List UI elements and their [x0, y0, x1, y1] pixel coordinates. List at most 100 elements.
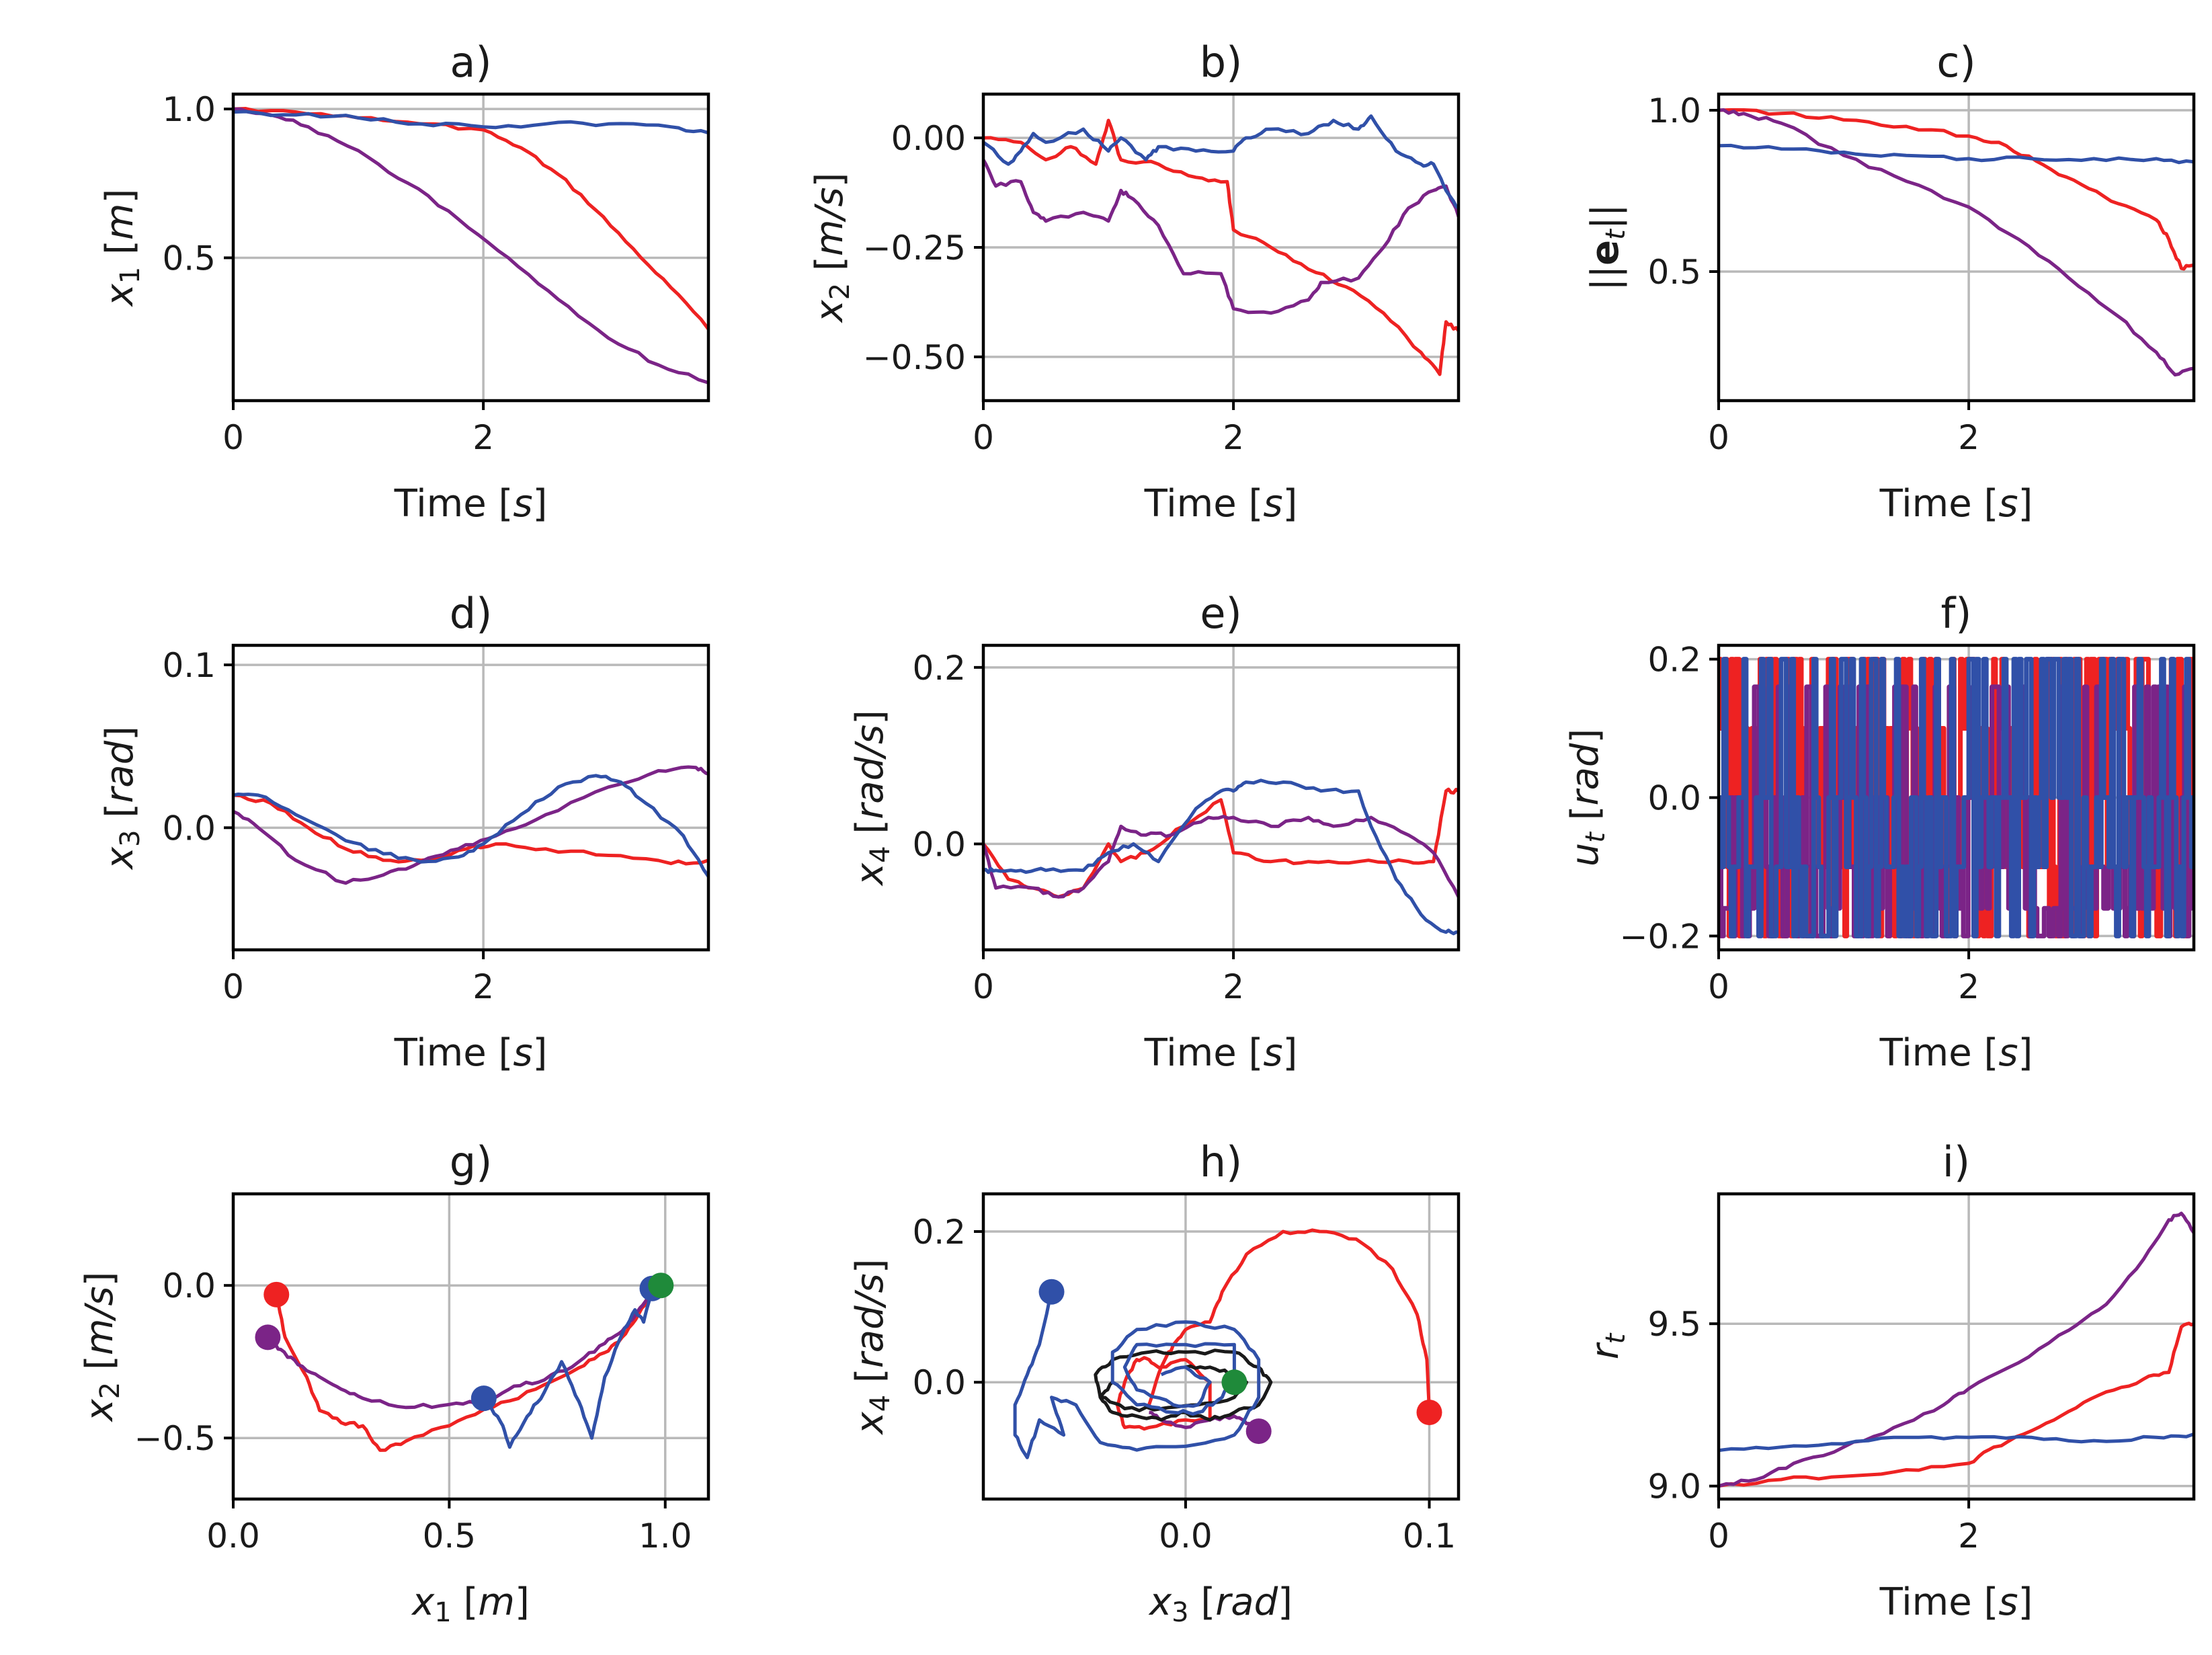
series-line-blue: [983, 114, 1459, 210]
y-tick-label: 0.0: [912, 825, 966, 864]
series-line-red: [233, 793, 708, 866]
plot-area: [1719, 657, 2194, 938]
plot-area: [1719, 108, 2194, 377]
axes-frame: [1717, 1192, 2196, 1501]
series-line-red: [1719, 1322, 2194, 1488]
y-axis-label: x4 [rad/s]: [848, 1258, 896, 1435]
y-tick-label: 0.2: [912, 1213, 966, 1252]
marker-purple: [255, 1324, 281, 1350]
panel-title: i): [1942, 1137, 1970, 1186]
x-tick-label: 2: [1958, 1517, 1979, 1556]
x-tick-label: 0: [1708, 418, 1729, 457]
series-line-red: [983, 118, 1459, 376]
y-tick-label: 0.0: [912, 1363, 966, 1402]
x-tick-label: 1.0: [639, 1517, 692, 1556]
series-line-purple: [1719, 1211, 2194, 1488]
panel-title: c): [1936, 38, 1975, 87]
marker-green: [1221, 1369, 1247, 1396]
x-tick-label: 0: [222, 967, 244, 1006]
plot-area: [233, 765, 708, 885]
series-line-red: [233, 107, 708, 331]
y-tick-label: −0.5: [134, 1419, 216, 1458]
x-tick-label: 0.1: [1403, 1517, 1457, 1556]
series-line-blue: [233, 110, 708, 135]
x-tick-label: 2: [1958, 967, 1979, 1006]
x-tick-label: 0: [222, 418, 244, 457]
panel-title: h): [1200, 1137, 1242, 1186]
y-axis-label: x1 [m]: [98, 189, 146, 308]
panel-e: 0 2 0.2 0.0 e) Time [s] x4 [rad/s]: [848, 589, 1461, 1075]
marker-purple: [1245, 1418, 1272, 1445]
axes-frame: [1717, 92, 2196, 403]
panel-c: 0 2 1.0 0.5 c) Time [s] ||et||: [1584, 38, 2196, 526]
y-axis-label: x4 [rad/s]: [848, 710, 896, 887]
series-line-purple: [1719, 108, 2194, 377]
axes-frame: [981, 643, 1461, 952]
series-line-purple: [233, 107, 708, 385]
y-tick-label: 9.0: [1647, 1467, 1701, 1506]
y-tick-label: 0.0: [1647, 779, 1701, 818]
panel-title: e): [1200, 589, 1241, 638]
x-tick-label: 0: [1708, 1517, 1729, 1556]
y-tick-label: 1.0: [162, 90, 216, 129]
panel-b: 0 2 0.00 −0.25 −0.50 b) Time [s] x2 [m/s]: [808, 38, 1461, 526]
y-tick-label: −0.25: [863, 229, 966, 268]
series-line-blue: [1719, 143, 2194, 165]
y-tick-label: −0.2: [1620, 917, 1701, 956]
plot-area: [983, 114, 1459, 376]
series-line-purple: [983, 159, 1459, 315]
series-line-blue: [983, 778, 1459, 936]
x-tick-label: 0: [973, 967, 994, 1006]
axes-frame: [231, 1192, 710, 1501]
y-axis-label: rt: [1584, 1332, 1631, 1359]
y-axis-label: x3 [rad]: [98, 726, 146, 871]
panel-h: 0.0 0.1 0.2 0.0 h) x3 [rad] x4 [rad/s]: [848, 1137, 1461, 1628]
x-axis-label: Time [s]: [1879, 1580, 2033, 1624]
axes-frame: [231, 643, 710, 952]
series-line-blue: [1013, 1291, 1261, 1459]
x-axis-label: Time [s]: [1879, 482, 2033, 526]
y-tick-label: 0.0: [162, 1266, 216, 1305]
y-tick-label: 0.5: [1647, 253, 1701, 292]
y-tick-label: 0.2: [912, 649, 966, 688]
x-tick-label: 2: [1223, 967, 1244, 1006]
marker-blue: [1038, 1279, 1065, 1305]
x-tick-label: 0.0: [1159, 1517, 1213, 1556]
x-tick-label: 2: [473, 967, 494, 1006]
x-tick-label: 2: [473, 418, 494, 457]
x-tick-label: 2: [1223, 418, 1244, 457]
marker-red: [1416, 1400, 1442, 1426]
x-tick-label: 0.5: [423, 1517, 477, 1556]
x-tick-label: 0.0: [206, 1517, 260, 1556]
series-line-blue: [1719, 657, 2194, 938]
panel-f: 0 2 0.2 0.0 −0.2 f) Time [s] ut [rad]: [1563, 589, 2196, 1075]
x-tick-label: 2: [1958, 418, 1979, 457]
series-line-blue: [233, 774, 708, 878]
x-axis-label: Time [s]: [394, 482, 548, 526]
y-axis-label: x2 [m/s]: [78, 1272, 126, 1423]
series-line-blue: [482, 1283, 661, 1449]
series-line-purple: [233, 765, 708, 885]
y-tick-label: 0.2: [1647, 641, 1701, 680]
panel-d: 0 2 0.1 0.0 d) Time [s] x3 [rad]: [98, 589, 710, 1075]
y-tick-label: 0.00: [891, 119, 966, 158]
panel-title: d): [450, 589, 493, 638]
panel-i: 0 2 9.5 9.0 i) Time [s] rt: [1584, 1137, 2196, 1624]
panel-title: a): [450, 38, 491, 87]
plot-area: [983, 778, 1459, 936]
plot-area: [267, 1283, 663, 1452]
marker-green: [648, 1273, 674, 1299]
y-tick-label: 1.0: [1647, 91, 1701, 130]
plot-area: [1719, 1211, 2194, 1488]
y-tick-label: 0.1: [162, 646, 216, 685]
axes-frame: [231, 92, 710, 403]
x-axis-label: x3 [rad]: [1148, 1580, 1293, 1628]
panel-a: 0 2 1.0 0.5 a) Time [s] x1 [m]: [98, 38, 710, 526]
y-axis-label: ut [rad]: [1563, 729, 1611, 867]
series-line-black: [1094, 1348, 1273, 1422]
x-axis-label: Time [s]: [1144, 1031, 1298, 1075]
x-tick-label: 0: [973, 418, 994, 457]
y-axis-label: x2 [m/s]: [808, 173, 856, 324]
y-tick-label: 0.5: [162, 239, 216, 278]
plot-area: [233, 107, 708, 385]
